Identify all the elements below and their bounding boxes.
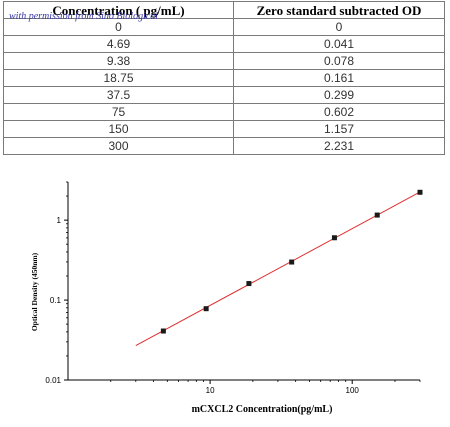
y-tick-label: 0.01 <box>45 376 61 385</box>
fit-line <box>135 191 421 346</box>
concentration-cell: 4.69 <box>3 35 234 53</box>
od-cell: 0.161 <box>233 69 445 87</box>
watermark-text: with permission from Sino Biological <box>9 10 159 22</box>
table-row: 4.69 0.041 <box>3 35 445 53</box>
data-point <box>374 212 380 218</box>
chart-ticks: 0.01 0.1 1 10 100 <box>45 181 421 395</box>
concentration-cell: 18.75 <box>3 69 234 87</box>
od-cell: 0.041 <box>233 35 445 53</box>
od-cell: 1.157 <box>233 120 445 138</box>
concentration-cell: 300 <box>3 137 234 155</box>
y-tick-label: 0.1 <box>50 296 62 305</box>
x-tick-label: 100 <box>346 386 360 395</box>
concentration-cell: 37.5 <box>3 86 234 104</box>
od-cell: 2.231 <box>233 137 445 155</box>
table-row: 9.38 0.078 <box>3 52 445 70</box>
data-point <box>246 281 252 287</box>
od-cell: 0.602 <box>233 103 445 121</box>
header-od: Zero standard subtracted OD <box>233 1 445 19</box>
header-concentration-label: Concentration ( pg/mL) <box>52 2 185 18</box>
y-tick-label: 1 <box>57 216 62 225</box>
chart-axes <box>67 182 420 381</box>
data-point <box>203 306 209 312</box>
data-points-group <box>160 189 423 334</box>
table-row: 18.75 0.161 <box>3 69 445 87</box>
table-row: 150 1.157 <box>3 120 445 138</box>
data-point <box>289 259 295 265</box>
x-tick-label: 10 <box>206 386 215 395</box>
od-cell: 0.078 <box>233 52 445 70</box>
header-concentration: Concentration ( pg/mL) with permission f… <box>3 1 234 22</box>
y-axis-title: Optical Density (450nm) <box>30 252 39 331</box>
standard-data-table: Concentration ( pg/mL) with permission f… <box>3 1 445 155</box>
concentration-cell: 9.38 <box>3 52 234 70</box>
table-row: 300 2.231 <box>3 137 445 155</box>
od-cell: 0.299 <box>233 86 445 104</box>
concentration-cell: 75 <box>3 103 234 121</box>
table-row: 75 0.602 <box>3 103 445 121</box>
od-cell: 0 <box>233 18 445 36</box>
standard-curve-chart: 0.01 0.1 1 10 100 mCXCL2 Concentration(pg/mL… <box>30 181 423 415</box>
data-point <box>331 235 337 241</box>
data-point <box>417 189 423 195</box>
x-axis-title: mCXCL2 Concentration(pg/mL) <box>192 404 333 415</box>
table-header-row: Concentration ( pg/mL) with permission f… <box>3 1 445 22</box>
table-row: 37.5 0.299 <box>3 86 445 104</box>
concentration-cell: 150 <box>3 120 234 138</box>
fit-line-group <box>135 191 421 346</box>
data-point <box>160 328 166 334</box>
